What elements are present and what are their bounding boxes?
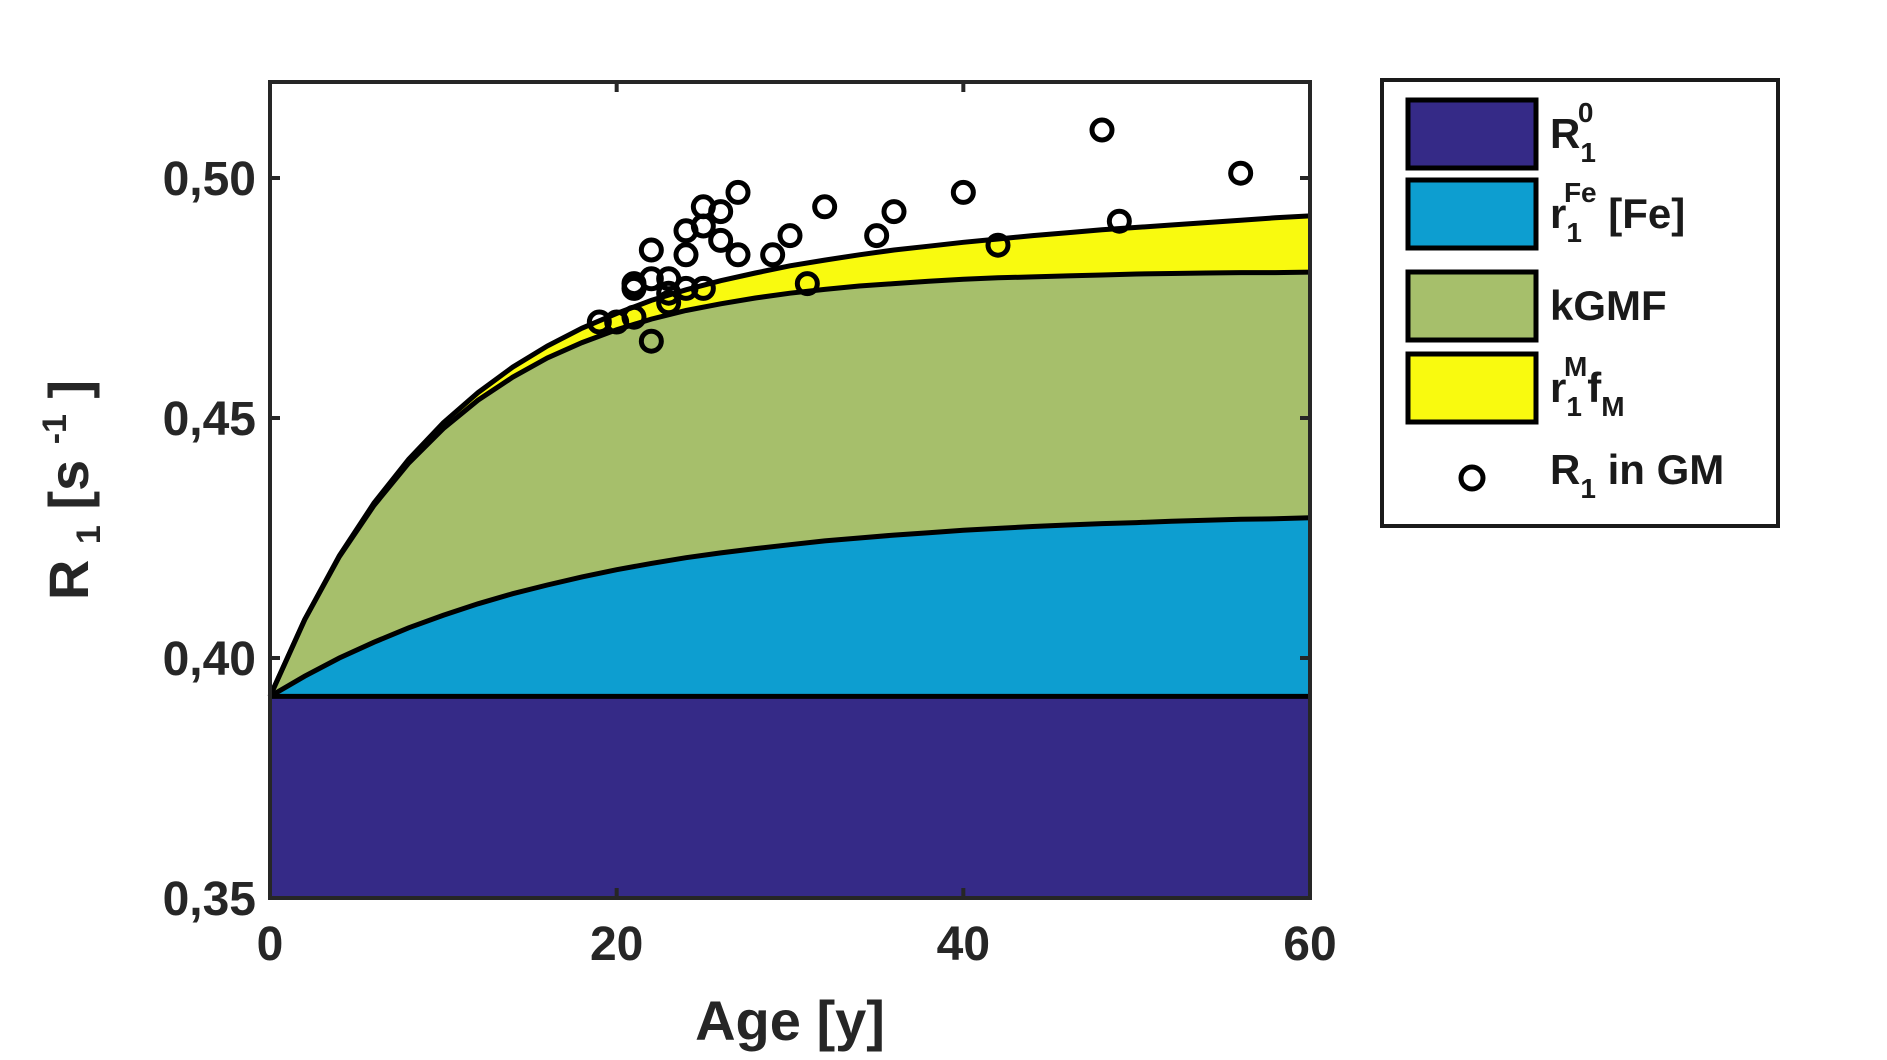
data-point: [673, 275, 699, 301]
scatter-points: [586, 117, 1254, 354]
data-point: [950, 179, 976, 205]
data-point: [708, 199, 734, 225]
data-point: [864, 223, 890, 249]
data-point: [708, 227, 734, 253]
y-tick-label: 0,50: [163, 153, 256, 206]
y-title-bracket-open: [s: [37, 460, 100, 510]
y-title-sub: 1: [70, 525, 108, 544]
legend-swatch-r1m-fm: [1405, 351, 1539, 425]
data-point: [794, 271, 820, 297]
x-axis-title: Age [y]: [695, 989, 885, 1052]
data-point: [725, 179, 751, 205]
y-title-bracket-close: ]: [37, 380, 100, 399]
axes-box: [268, 80, 1312, 900]
data-point: [725, 242, 751, 268]
data-point: [777, 223, 803, 249]
data-point: [690, 213, 716, 239]
data-point: [638, 266, 664, 292]
legend-swatch-kgmf: [1405, 269, 1539, 343]
line-fe-boundary: [268, 515, 1311, 699]
data-point: [1228, 160, 1254, 186]
legend-marker-r1-in-gm: [1458, 464, 1486, 492]
area-r1m-fm: [270, 215, 1310, 697]
area-r1-0: [270, 696, 1310, 898]
area-r1fe-fe: [270, 517, 1310, 697]
data-point: [586, 309, 612, 335]
legend-swatch-r1fe: [1405, 177, 1539, 251]
data-point: [1106, 208, 1132, 234]
data-point: [656, 290, 682, 316]
legend-swatch-r1-0: [1405, 97, 1539, 171]
x-tick-label: 0: [257, 918, 284, 971]
area-kgmf: [270, 272, 1310, 697]
data-point: [673, 242, 699, 268]
x-tick-label: 60: [1283, 918, 1336, 971]
data-point: [638, 328, 664, 354]
data-point: [760, 242, 786, 268]
data-point: [881, 199, 907, 225]
legend-label-kgmf: kGMF: [1550, 282, 1667, 329]
plot-area: [267, 117, 1311, 898]
legend-label-r1-in-gm: R1 in GM: [1550, 446, 1724, 504]
data-point: [638, 237, 664, 263]
x-tick-label: 40: [937, 918, 990, 971]
legend-label-r1m-fm: r1MfM: [1550, 351, 1625, 422]
y-ticks: 0,35 0,40 0,45 0,50: [163, 153, 1310, 926]
y-title-base: R: [37, 560, 100, 600]
data-point: [1089, 117, 1115, 143]
legend-label-r1fe: r1Fe [Fe]: [1550, 177, 1685, 248]
y-tick-label: 0,45: [163, 393, 256, 446]
line-kgmf-boundary: [267, 269, 1311, 698]
x-ticks: 0 20 40 60: [257, 82, 1337, 971]
data-point: [690, 275, 716, 301]
y-tick-label: 0,35: [163, 873, 256, 926]
data-point: [621, 304, 647, 330]
y-title-sup: -1: [36, 414, 74, 444]
data-point: [812, 194, 838, 220]
legend-label-r1-0: R10: [1550, 97, 1596, 168]
line-myelin-boundary: [267, 213, 1311, 698]
y-tick-label: 0,40: [163, 633, 256, 686]
legend: R10 r1Fe [Fe] kGMF r1MfM R1 in GM: [1380, 78, 1780, 528]
x-tick-label: 20: [590, 918, 643, 971]
y-axis-title: R 1 [s -1 ]: [15, 380, 112, 600]
data-point: [985, 232, 1011, 258]
